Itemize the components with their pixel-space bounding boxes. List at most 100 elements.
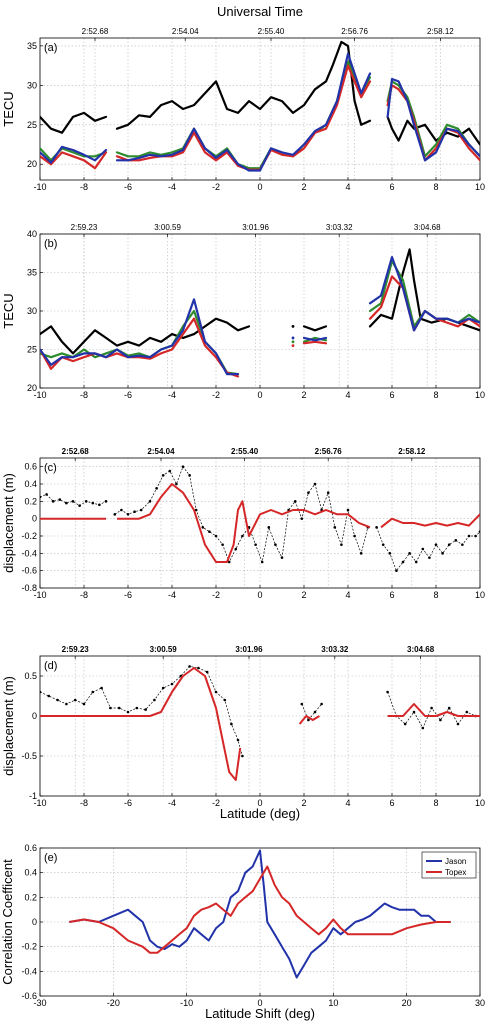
plot-area [69,849,451,979]
observed-point [84,500,88,503]
observed-point [126,513,130,516]
y-tick-label: 0.6 [24,843,37,853]
observed-point [386,690,389,694]
observed-point [230,722,233,726]
x-tick-label: -10 [33,390,46,400]
observed-point [100,686,103,690]
x-tick-label: -8 [80,590,88,600]
y-tick-label: 0 [32,711,37,721]
observed-line [114,465,369,564]
observed-point [214,534,218,538]
universal-time-tick-label: 3:03.32 [326,223,353,232]
x-tick-label: 6 [389,590,394,600]
series-point [291,340,295,344]
x-tick-label: 6 [389,798,394,808]
observed-point [441,552,444,555]
series-line [40,145,108,164]
universal-time-tick-label: 2:54.04 [172,27,199,36]
y-tick-label: 35 [27,268,37,278]
observed-point [353,534,356,538]
legend-box [421,851,477,879]
series-line [302,336,328,342]
observed-point [375,526,378,529]
observed-point [161,474,165,477]
model-line [387,703,480,717]
y-tick-label: 25 [27,345,37,355]
x-tick-label: 0 [257,182,262,192]
y-axis-label: displacement (m) [1,473,16,573]
panel-d: -10 -8 -6 -4 -2 0 2 4 6 8 10 -1 -0.5 0 0.5 2:59.23 3:00.… [1,645,485,808]
x-tick-label: 0 [257,590,262,600]
x-tick-label: 4 [345,390,350,400]
x-tick-label: -30 [33,998,46,1008]
x-tick-label: 4 [345,182,350,192]
observed-point [313,482,317,486]
x-tick-label: 8 [433,182,438,192]
universal-time-tick-label: 2:52.68 [62,447,90,456]
observed-point [408,552,411,555]
observed-point [412,710,416,714]
x-tick-label: -2 [212,182,220,192]
observed-point [467,534,471,538]
universal-time-tick-label: 2:56.76 [341,27,368,36]
series-line [115,40,372,130]
series-line [302,325,328,332]
panel-e: -30 -20 -10 0 10 20 30 -0.6 -0.4 -0.2 0 0.2 0.4 0.6 (e… [0,843,485,1008]
universal-time-title: Universal Time [217,4,303,19]
x-tick-label: 30 [475,998,485,1008]
observed-point [280,556,284,559]
series-point [291,336,295,340]
model-line [40,667,242,781]
universal-time-tick-label: 3:04.68 [414,223,441,232]
series-line [115,52,372,172]
x-tick-label: -2 [212,590,220,600]
observed-point [109,706,112,710]
observed-point [104,500,108,503]
x-tick-label: 10 [475,182,485,192]
model-line [117,483,371,563]
observed-point [139,508,143,512]
observed-point [214,690,218,694]
observed-point [430,706,433,710]
observed-point [447,706,451,710]
y-tick-label: 0.5 [24,671,37,681]
y-tick-label: 30 [27,80,37,90]
correlation-line [69,849,451,979]
latitude-shift-xlabel: Latitude Shift (deg) [205,1006,315,1021]
y-tick-label: 0.4 [24,868,37,878]
observed-point [421,547,425,551]
observed-point [434,543,438,546]
universal-time-tick-label: 2:58.12 [427,27,454,36]
latitude-xlabel: Latitude (deg) [220,806,300,821]
x-tick-label: -4 [168,390,176,400]
panel-label: (e) [44,852,57,864]
observed-point [161,686,165,690]
observed-point [181,465,185,468]
panel-c: -10 -8 -6 -4 -2 0 2 4 6 8 10 -0.8 -0.6 -0.4 -0.2 0 0.2 0.… [1,447,485,600]
observed-point [148,500,152,503]
y-tick-label: -0.4 [21,966,37,976]
observed-point [340,543,343,546]
observed-point [71,500,75,503]
x-tick-label: 0 [257,998,262,1008]
panel-label: (a) [44,42,57,54]
universal-time-tick-label: 2:54.04 [147,447,175,456]
x-tick-label: 2 [301,590,306,600]
observed-point [326,491,330,494]
y-axis-label: displacement (m) [1,676,16,776]
series-line [40,298,240,376]
x-tick-label: -10 [33,590,46,600]
x-tick-label: 2 [301,390,306,400]
x-tick-label: 2 [301,182,306,192]
observed-point [313,710,317,714]
observed-point [194,508,198,512]
y-tick-label: 0.6 [24,462,37,472]
x-tick-label: 8 [433,798,438,808]
observed-point [447,543,451,546]
legend-label: Topex [445,868,466,877]
observed-point [260,560,264,564]
x-tick-label: -10 [33,798,46,808]
plot-area [40,40,480,172]
observed-line [301,703,322,721]
y-tick-label: 20 [27,383,37,393]
